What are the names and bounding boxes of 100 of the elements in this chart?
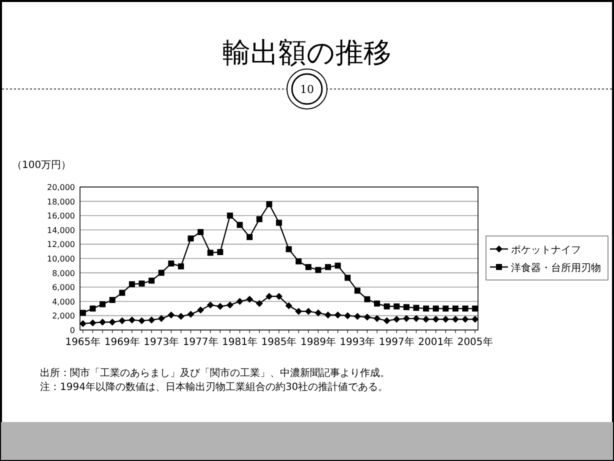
point: [109, 296, 116, 303]
point: [364, 296, 370, 302]
point: [442, 316, 450, 323]
y-tick-label: 4,000: [52, 297, 75, 306]
point: [266, 292, 273, 300]
y-tick-label: 6,000: [52, 283, 75, 292]
text: 注：1994年以降の数値は、日本輸出刃物工業組合の約30社の推計値である。: [40, 381, 388, 393]
y-tick-label: 10,000: [47, 254, 75, 264]
point: [236, 298, 244, 305]
point: [197, 306, 204, 314]
x-tick-label: 1997年: [378, 336, 414, 348]
point: [413, 304, 420, 311]
point: [226, 301, 234, 308]
point: [315, 266, 322, 273]
point: [108, 318, 116, 326]
point: [99, 318, 106, 326]
point: [79, 320, 86, 328]
legend-label: ポケットナイフ: [511, 245, 581, 256]
legend-label: 洋食器・台所用刃物: [511, 262, 601, 274]
point: [354, 312, 361, 320]
y-tick-label: 12,000: [47, 240, 75, 250]
point: [452, 316, 459, 323]
point: [334, 311, 342, 318]
y-tick-label: 8,000: [52, 268, 75, 278]
point: [177, 312, 184, 320]
point: [276, 220, 282, 226]
x-tick-label: 1989年: [300, 336, 336, 348]
x-tick-label: 1985年: [261, 336, 297, 348]
point: [158, 270, 164, 276]
point: [119, 290, 126, 296]
point: [89, 319, 96, 326]
point: [207, 250, 214, 256]
point: [394, 303, 400, 310]
point: [266, 201, 272, 208]
point: [472, 306, 478, 312]
point: [384, 303, 390, 310]
point: [168, 260, 174, 267]
point: [452, 306, 458, 312]
y-tick-label: 20,000: [47, 183, 75, 192]
point: [432, 306, 439, 312]
point: [296, 258, 302, 264]
point: [364, 314, 371, 321]
point: [383, 317, 390, 324]
y-tick-label: 2,000: [52, 312, 75, 321]
point: [246, 296, 254, 303]
point: [226, 212, 233, 219]
point: [178, 263, 184, 270]
point: [472, 316, 479, 323]
point: [276, 292, 282, 300]
chart-title: 輸出額の推移: [222, 36, 392, 69]
point: [236, 222, 243, 228]
point: [374, 315, 381, 322]
point: [256, 216, 262, 222]
point: [412, 315, 420, 322]
y-tick-label: 16,000: [47, 212, 75, 221]
point: [286, 246, 292, 252]
point: [285, 302, 292, 310]
point: [128, 316, 136, 324]
point: [90, 306, 96, 312]
point: [432, 316, 440, 323]
point: [256, 300, 263, 308]
point: [462, 316, 469, 323]
point: [128, 281, 135, 288]
point: [344, 312, 352, 320]
x-tick-label: 1965年: [65, 336, 101, 348]
y-tick-label: 18,000: [47, 197, 75, 206]
x-tick-label: 1977年: [182, 336, 218, 348]
point: [295, 308, 302, 315]
point: [80, 310, 86, 316]
point: [246, 234, 253, 240]
point: [148, 278, 155, 284]
point: [138, 280, 145, 287]
x-tick-label: 1993年: [340, 336, 376, 348]
point: [462, 306, 468, 312]
point: [442, 306, 449, 312]
point: [198, 229, 204, 236]
point: [344, 274, 351, 281]
point: [304, 308, 312, 315]
point: [354, 288, 360, 294]
point: [403, 304, 410, 310]
point: [217, 249, 224, 256]
point: [325, 264, 332, 270]
y-tick-label: 0: [70, 326, 75, 335]
point: [374, 300, 380, 307]
x-tick-label: 1981年: [222, 336, 258, 348]
text: 出所：関市「工業のあらまし」及び「関市の工業」、中濃新聞記事より作成。: [40, 367, 390, 379]
x-tick-label: 1969年: [104, 336, 140, 348]
point: [187, 310, 194, 318]
point: [118, 317, 126, 324]
point: [100, 301, 106, 308]
text: 10: [300, 83, 314, 96]
point: [168, 311, 175, 318]
point: [423, 306, 430, 312]
point: [324, 311, 332, 318]
y-tick-label: 14,000: [47, 226, 75, 235]
y-axis-title: （100万円）: [12, 160, 72, 171]
point: [188, 235, 194, 242]
point: [305, 264, 312, 270]
point: [158, 315, 165, 322]
point: [393, 316, 400, 323]
